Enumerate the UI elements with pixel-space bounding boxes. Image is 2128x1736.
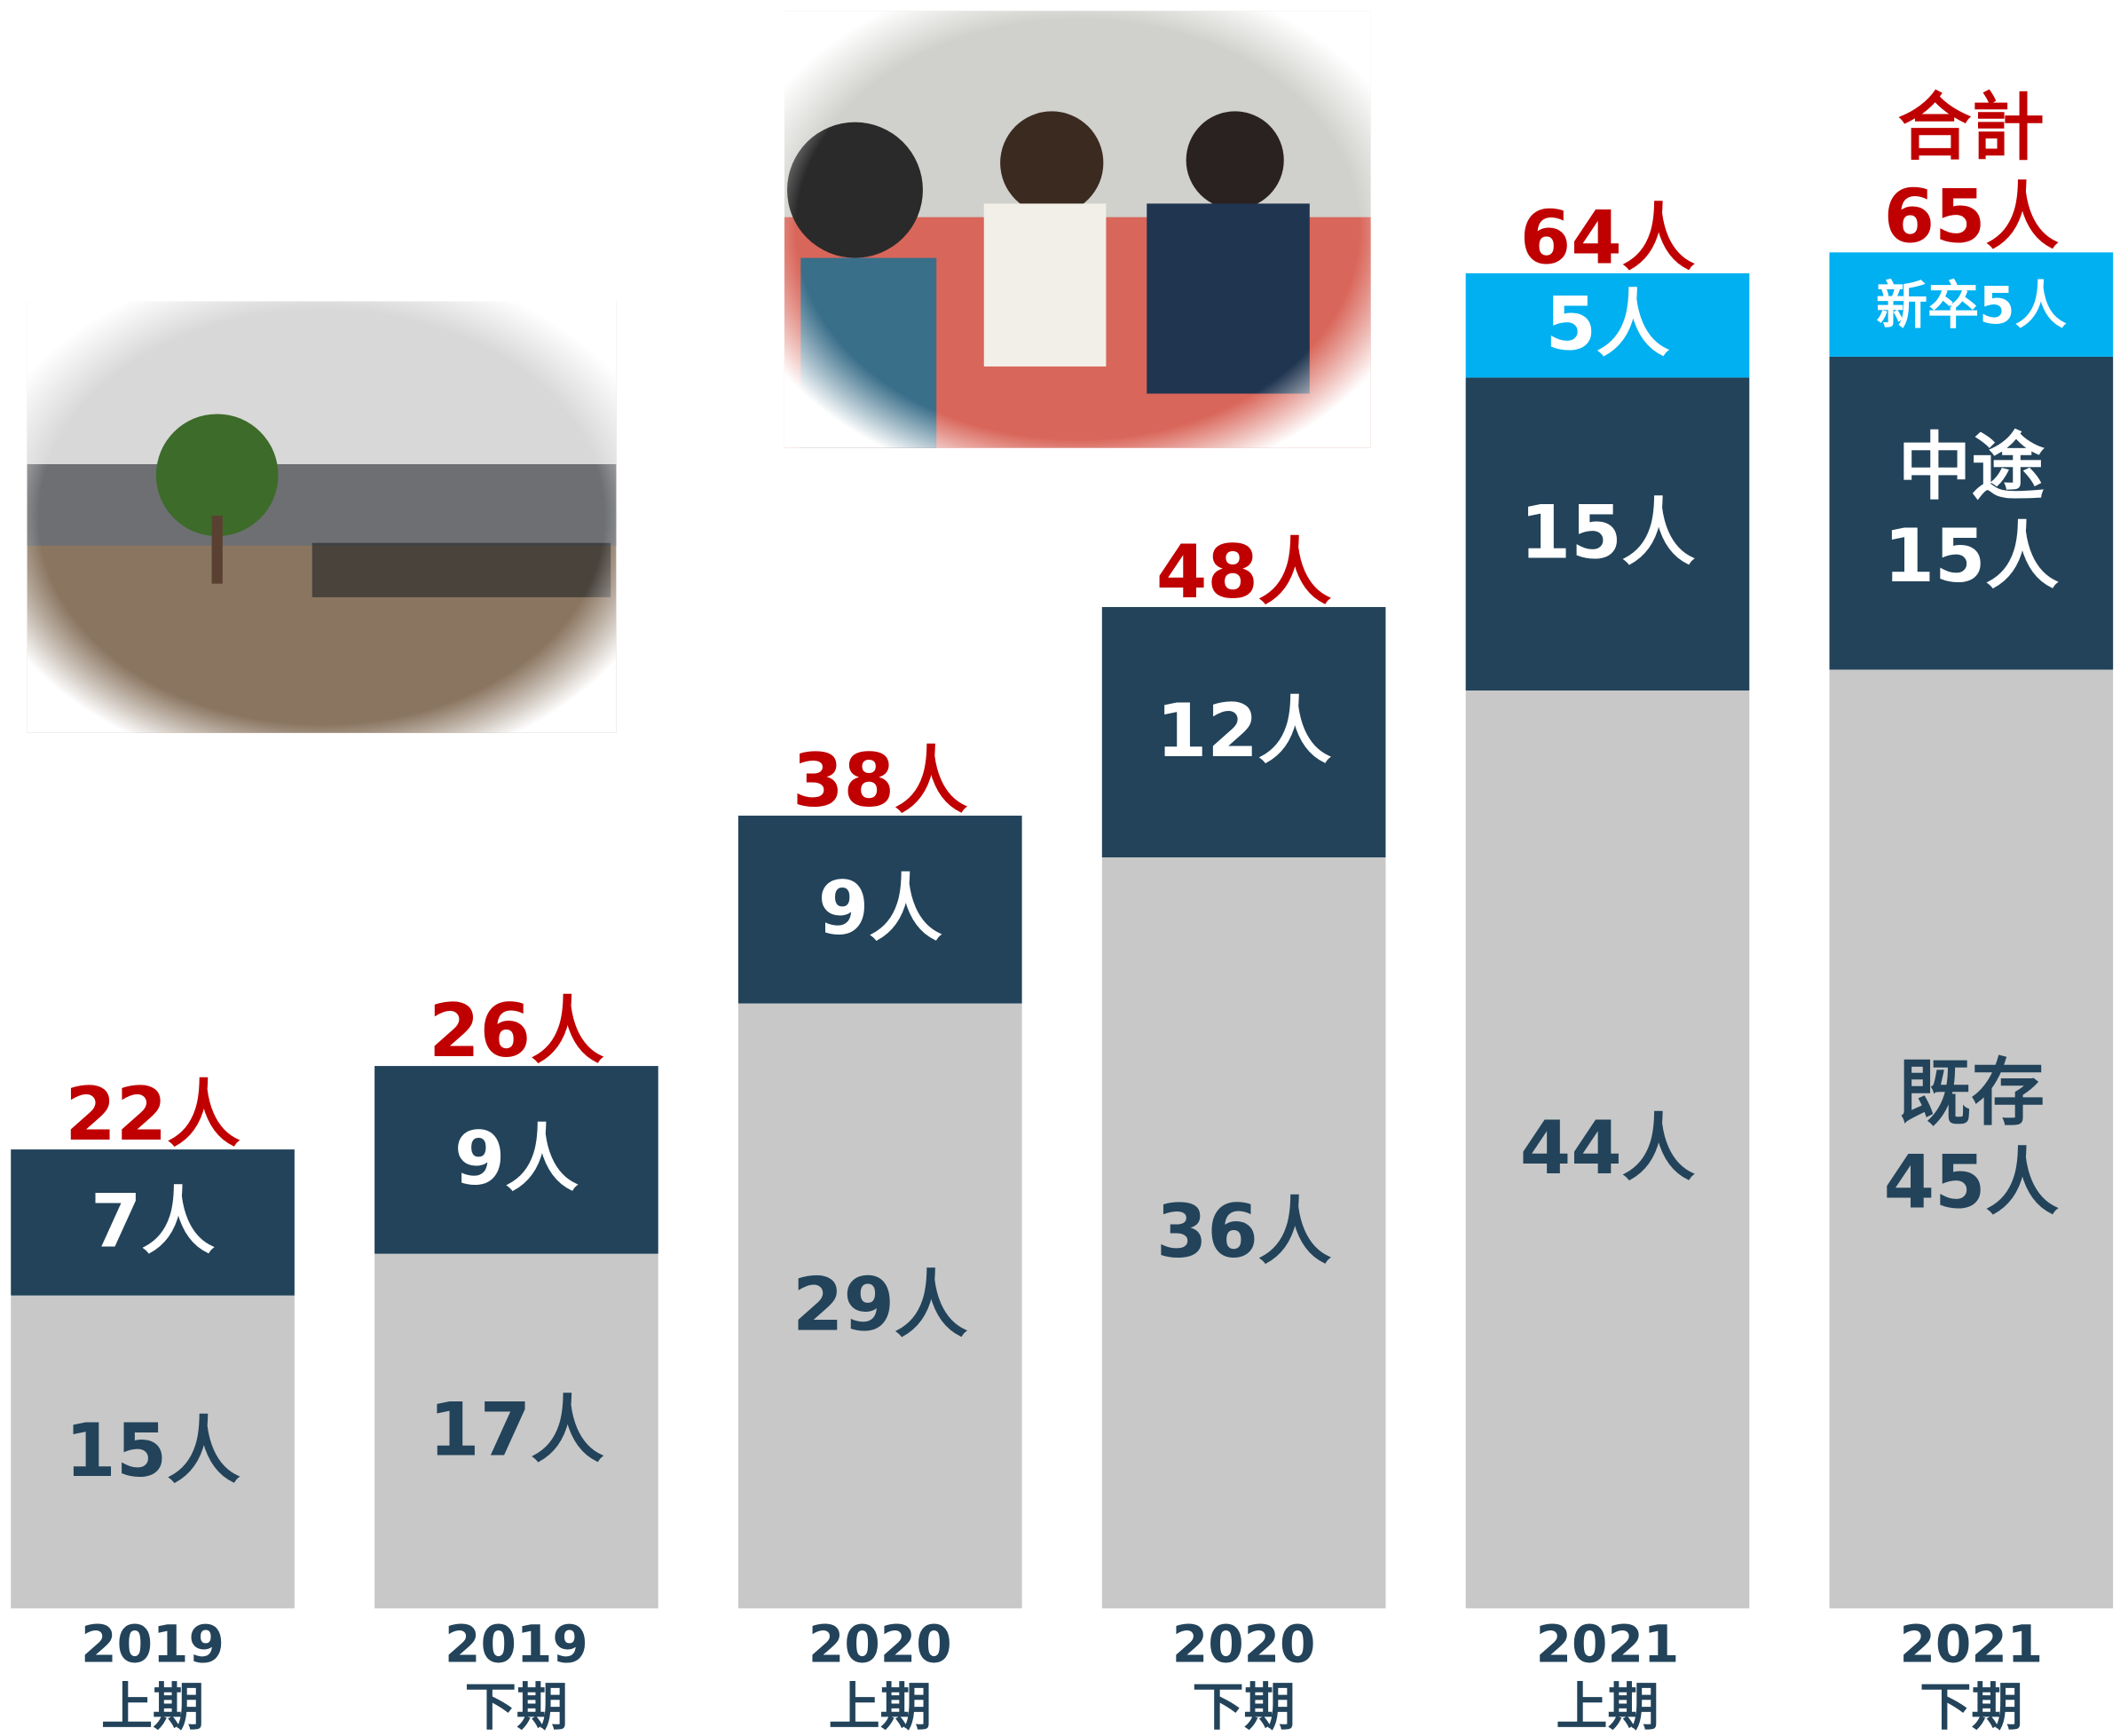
office-photo bbox=[28, 302, 617, 733]
segment-label: 17人 bbox=[429, 1387, 604, 1472]
total-label: 22人 bbox=[65, 1072, 240, 1157]
total-label: 48人 bbox=[1156, 530, 1332, 615]
bar-segment bbox=[1830, 669, 2114, 1608]
total-label: 64人 bbox=[1520, 196, 1696, 281]
bar-segment bbox=[1830, 357, 2114, 670]
segment-label: 15人 bbox=[65, 1409, 240, 1494]
segment-label: 36人 bbox=[1156, 1189, 1332, 1274]
team-photo bbox=[784, 11, 1371, 447]
segment-label: 9人 bbox=[818, 866, 942, 951]
page: {"chart_data": {"type": "stacked-bar", "… bbox=[0, 0, 2128, 1736]
segment-label: 12人 bbox=[1156, 689, 1332, 774]
total-label: 26人 bbox=[429, 989, 604, 1074]
chart: 15人 7人 22人 2019上期 17人 9人 26人 2019下期 29人 9人 38人 2020… bbox=[0, 0, 2128, 1736]
segment-label: 44人 bbox=[1520, 1106, 1696, 1191]
segment-label: 15人 bbox=[1520, 491, 1696, 576]
segment-label: 7人 bbox=[91, 1179, 215, 1264]
segment-label: 9人 bbox=[454, 1117, 579, 1202]
total-label: 38人 bbox=[792, 738, 968, 824]
segment-label: 5人 bbox=[1545, 282, 1669, 367]
segment-label: 新卒5人 bbox=[1876, 275, 2067, 335]
segment-label: 29人 bbox=[792, 1262, 968, 1347]
